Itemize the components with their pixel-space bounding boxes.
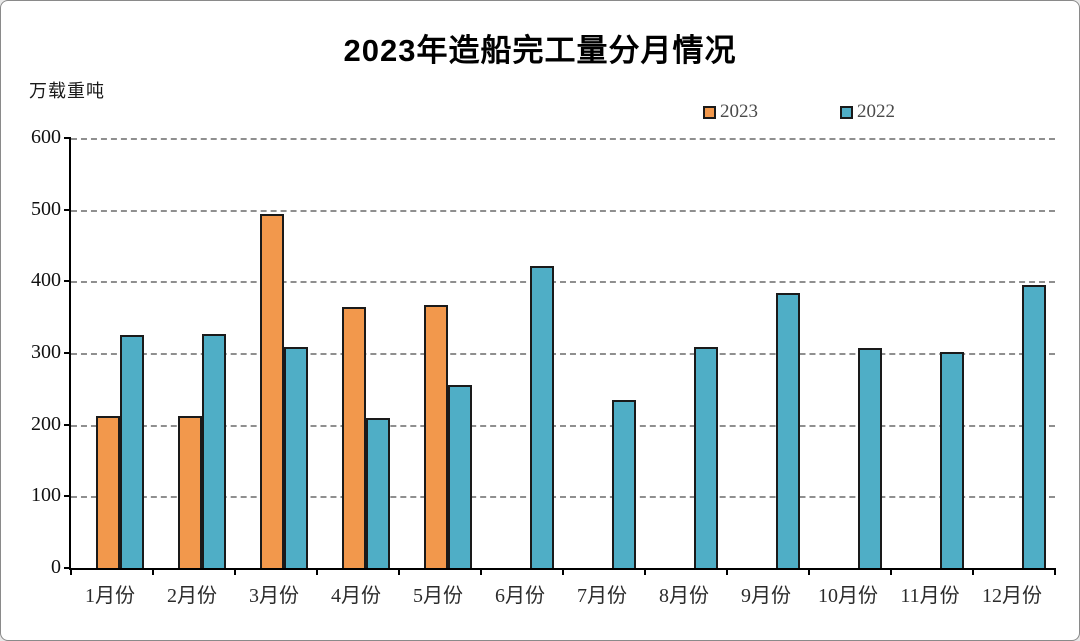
bar-2022-6月份 [530, 266, 554, 568]
y-tick-300 [64, 352, 71, 354]
y-tick-200 [64, 423, 71, 426]
y-axis-label-100: 100 [31, 484, 61, 507]
bar-2022-8月份 [694, 347, 718, 568]
gridline-500 [71, 209, 1055, 212]
bar-2022-9月份 [776, 292, 800, 568]
bar-2022-11月份 [940, 351, 964, 568]
y-tick-400 [64, 280, 71, 283]
bar-group-2月份 [153, 138, 235, 568]
x-tick-4 [397, 568, 400, 575]
bar-2022-3月份 [284, 347, 308, 568]
x-tick-3 [316, 568, 318, 575]
y-tick-100 [64, 495, 71, 498]
bar-group-5月份 [399, 138, 481, 568]
x-axis-label-2月份: 2月份 [167, 585, 217, 607]
x-tick-6 [562, 568, 564, 575]
bar-2023-1月份 [96, 416, 121, 568]
bar-2022-7月份 [612, 399, 636, 568]
bar-group-7月份 [563, 138, 645, 568]
legend-label-2022: 2022 [857, 101, 895, 122]
bar-2023-2月份 [178, 416, 203, 568]
y-axis-label-200: 200 [31, 412, 61, 435]
bar-2022-10月份 [858, 347, 882, 568]
bar-2022-12月份 [1022, 284, 1046, 568]
legend-label-2023: 2023 [720, 101, 758, 122]
bar-2022-4月份 [366, 417, 390, 568]
bar-group-10月份 [809, 138, 891, 568]
y-tick-600 [64, 137, 71, 139]
gridline-400 [71, 281, 1055, 284]
x-axis-label-5月份: 5月份 [413, 585, 463, 607]
bar-group-1月份 [71, 138, 153, 568]
bar-group-4月份 [317, 138, 399, 568]
x-tick-0 [70, 568, 72, 575]
x-axis-label-7月份: 7月份 [577, 585, 627, 607]
x-axis-label-9月份: 9月份 [741, 585, 791, 607]
y-axis-unit-label: 万载重吨 [29, 81, 105, 101]
bar-groups [71, 138, 1055, 568]
x-axis-label-6月份: 6月份 [495, 585, 545, 607]
y-axis-label-300: 300 [31, 341, 61, 363]
bar-group-9月份 [727, 138, 809, 568]
gridline-200 [71, 424, 1055, 427]
x-tick-2 [233, 568, 236, 575]
x-axis-label-12月份: 12月份 [982, 585, 1042, 607]
x-tick-5 [480, 568, 482, 575]
x-tick-10 [890, 568, 892, 575]
bar-2023-5月份 [424, 304, 449, 568]
x-axis-label-11月份: 11月份 [900, 585, 960, 607]
legend-item-2023: 2023 [703, 101, 758, 123]
bar-group-8月份 [645, 138, 727, 568]
legend-item-2022: 2022 [840, 101, 895, 123]
x-tick-11 [971, 568, 974, 575]
bar-group-6月份 [481, 138, 563, 568]
bar-group-12月份 [973, 138, 1055, 568]
bar-group-3月份 [235, 138, 317, 568]
bar-2023-4月份 [342, 307, 367, 568]
x-tick-8 [725, 568, 728, 575]
x-axis-labels: 1月份 2月份 3月份 4月份 5月份 6月份 7月份 8月份 9月份 10月份 11月份 12月份 [69, 579, 1053, 608]
legend: 2023 2022 [703, 101, 895, 123]
x-tick-7 [644, 568, 646, 575]
y-tick-0 [64, 567, 71, 569]
bar-2022-1月份 [120, 335, 144, 568]
x-tick-12 [1054, 568, 1056, 575]
y-axis-label-500: 500 [31, 197, 61, 220]
x-axis-label-1月份: 1月份 [85, 585, 135, 607]
legend-swatch-2023 [703, 105, 716, 119]
x-axis-label-3月份: 3月份 [249, 585, 299, 607]
chart-title: 2023年造船完工量分月情况 [343, 33, 737, 68]
x-axis-label-4月份: 4月份 [331, 585, 381, 607]
gridline-600 [71, 138, 1055, 140]
x-axis-label-8月份: 8月份 [659, 585, 709, 607]
y-axis-label-400: 400 [31, 269, 61, 292]
gridline-300 [71, 353, 1055, 355]
bar-2022-2月份 [202, 333, 226, 568]
x-tick-1 [151, 568, 154, 575]
plot-area [64, 137, 1056, 575]
y-axis-label-600: 600 [31, 126, 61, 148]
y-axis-label-0: 0 [51, 556, 61, 578]
x-tick-9 [808, 568, 810, 575]
bar-2022-5月份 [448, 384, 472, 568]
bar-2023-3月份 [260, 213, 285, 568]
bar-group-11月份 [891, 138, 973, 568]
y-tick-500 [64, 208, 71, 211]
x-axis-label-10月份: 10月份 [818, 585, 878, 607]
legend-swatch-2022 [840, 105, 853, 119]
gridline-100 [71, 496, 1055, 499]
